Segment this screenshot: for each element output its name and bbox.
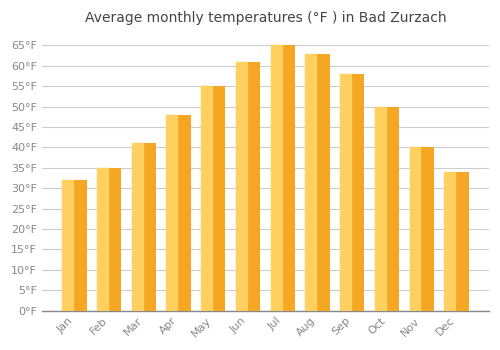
Bar [306, 54, 316, 310]
Bar [236, 62, 247, 310]
Bar [62, 180, 86, 310]
Bar [166, 115, 191, 310]
Bar [62, 180, 73, 310]
Bar [201, 86, 212, 310]
Bar [444, 172, 468, 310]
Bar [132, 144, 142, 310]
Bar [236, 62, 260, 310]
Bar [97, 168, 122, 310]
Title: Average monthly temperatures (°F ) in Bad Zurzach: Average monthly temperatures (°F ) in Ba… [84, 11, 446, 25]
Bar [166, 115, 177, 310]
Bar [410, 147, 420, 310]
Bar [97, 168, 108, 310]
Bar [306, 54, 330, 310]
Bar [340, 74, 351, 310]
Bar [375, 107, 386, 310]
Bar [201, 86, 226, 310]
Bar [340, 74, 364, 310]
Bar [375, 107, 399, 310]
Bar [270, 46, 295, 310]
Bar [410, 147, 434, 310]
Bar [444, 172, 455, 310]
Bar [270, 46, 281, 310]
Bar [132, 144, 156, 310]
